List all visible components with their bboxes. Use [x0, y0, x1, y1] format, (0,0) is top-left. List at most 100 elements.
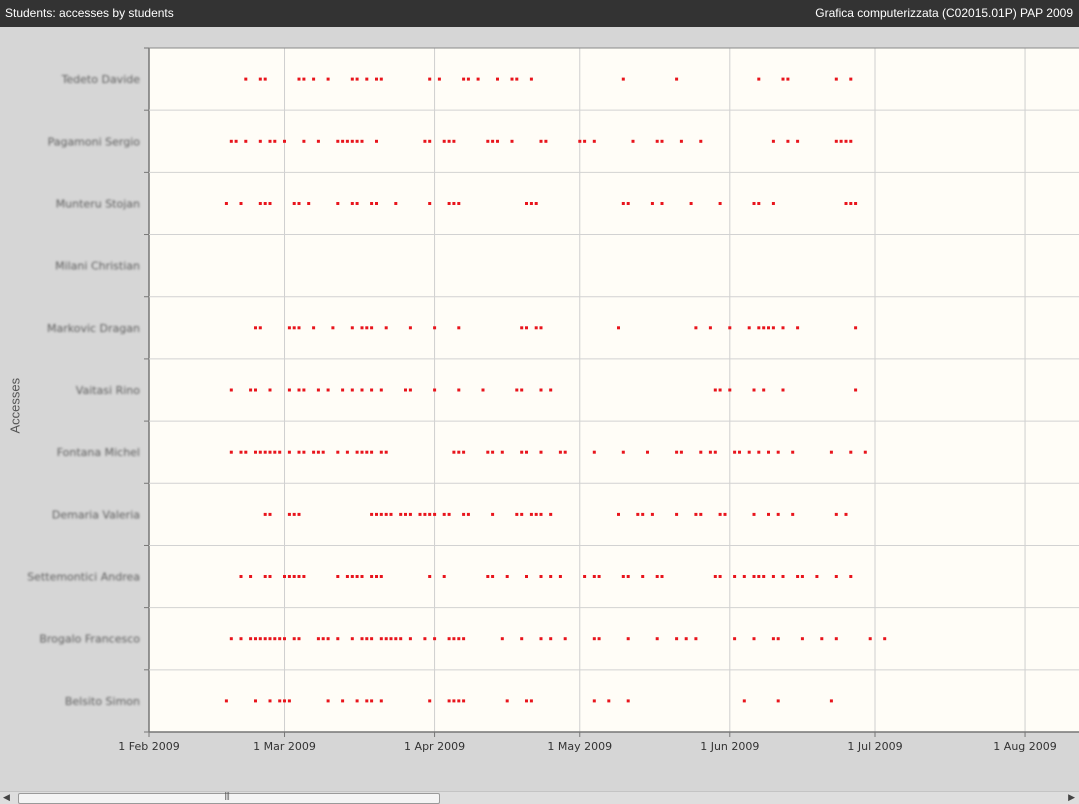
- access-point[interactable]: [263, 450, 267, 454]
- access-point[interactable]: [655, 139, 659, 143]
- access-point[interactable]: [379, 575, 383, 578]
- access-point[interactable]: [360, 575, 364, 578]
- access-point[interactable]: [752, 637, 756, 641]
- access-point[interactable]: [384, 512, 388, 516]
- access-point[interactable]: [500, 450, 504, 454]
- access-point[interactable]: [650, 202, 654, 205]
- access-point[interactable]: [757, 77, 761, 81]
- access-point[interactable]: [539, 637, 543, 641]
- access-point[interactable]: [829, 699, 833, 703]
- access-point[interactable]: [375, 202, 378, 205]
- access-point[interactable]: [229, 139, 233, 143]
- access-point[interactable]: [820, 637, 824, 641]
- access-point[interactable]: [505, 575, 509, 578]
- access-point[interactable]: [350, 139, 354, 143]
- access-point[interactable]: [350, 202, 354, 205]
- access-point[interactable]: [781, 388, 785, 392]
- access-point[interactable]: [326, 699, 330, 703]
- access-point[interactable]: [549, 575, 553, 578]
- access-point[interactable]: [224, 202, 228, 205]
- access-point[interactable]: [621, 77, 625, 81]
- access-point[interactable]: [767, 326, 770, 330]
- access-point[interactable]: [520, 388, 524, 392]
- access-point[interactable]: [699, 512, 703, 516]
- access-point[interactable]: [829, 450, 833, 454]
- access-point[interactable]: [747, 450, 751, 454]
- access-point[interactable]: [679, 139, 683, 143]
- access-point[interactable]: [312, 326, 316, 330]
- access-point[interactable]: [607, 699, 611, 703]
- access-point[interactable]: [370, 575, 374, 578]
- access-point[interactable]: [375, 512, 378, 516]
- access-point[interactable]: [796, 575, 800, 578]
- access-point[interactable]: [675, 450, 679, 454]
- access-point[interactable]: [365, 699, 369, 703]
- access-point[interactable]: [345, 450, 349, 454]
- access-point[interactable]: [336, 575, 340, 578]
- access-point[interactable]: [312, 77, 316, 81]
- access-point[interactable]: [757, 202, 761, 205]
- access-point[interactable]: [496, 77, 499, 81]
- access-point[interactable]: [621, 202, 625, 205]
- access-point[interactable]: [728, 326, 732, 330]
- access-point[interactable]: [244, 77, 248, 81]
- access-point[interactable]: [839, 139, 843, 143]
- access-point[interactable]: [370, 637, 374, 641]
- access-point[interactable]: [433, 512, 437, 516]
- access-point[interactable]: [515, 512, 519, 516]
- access-point[interactable]: [345, 575, 349, 578]
- access-point[interactable]: [297, 637, 301, 641]
- access-point[interactable]: [539, 326, 543, 330]
- access-point[interactable]: [268, 450, 272, 454]
- access-point[interactable]: [650, 512, 654, 516]
- access-point[interactable]: [466, 512, 470, 516]
- access-point[interactable]: [254, 450, 257, 454]
- access-point[interactable]: [447, 512, 451, 516]
- access-point[interactable]: [597, 575, 601, 578]
- access-point[interactable]: [278, 699, 282, 703]
- access-point[interactable]: [297, 512, 301, 516]
- access-point[interactable]: [283, 699, 286, 703]
- access-point[interactable]: [462, 450, 466, 454]
- access-point[interactable]: [370, 326, 374, 330]
- access-point[interactable]: [708, 450, 712, 454]
- access-point[interactable]: [868, 637, 872, 641]
- access-point[interactable]: [370, 512, 374, 516]
- access-point[interactable]: [408, 512, 412, 516]
- access-point[interactable]: [297, 388, 301, 392]
- access-point[interactable]: [268, 202, 272, 205]
- scroll-right-arrow-icon[interactable]: ▶: [1068, 793, 1075, 803]
- access-point[interactable]: [592, 699, 596, 703]
- access-point[interactable]: [844, 202, 848, 205]
- access-point[interactable]: [268, 637, 272, 641]
- access-point[interactable]: [539, 388, 543, 392]
- access-point[interactable]: [321, 637, 325, 641]
- access-point[interactable]: [525, 699, 528, 703]
- access-point[interactable]: [268, 139, 272, 143]
- access-point[interactable]: [549, 637, 553, 641]
- access-point[interactable]: [699, 450, 703, 454]
- access-point[interactable]: [849, 139, 853, 143]
- access-point[interactable]: [534, 326, 538, 330]
- access-point[interactable]: [442, 512, 446, 516]
- access-point[interactable]: [854, 202, 858, 205]
- access-point[interactable]: [408, 388, 412, 392]
- access-point[interactable]: [336, 450, 340, 454]
- access-point[interactable]: [263, 77, 267, 81]
- access-point[interactable]: [781, 575, 785, 578]
- access-point[interactable]: [224, 699, 228, 703]
- access-point[interactable]: [631, 139, 635, 143]
- access-point[interactable]: [360, 388, 364, 392]
- access-point[interactable]: [360, 450, 364, 454]
- access-point[interactable]: [854, 326, 858, 330]
- access-point[interactable]: [520, 326, 524, 330]
- access-point[interactable]: [781, 326, 785, 330]
- access-point[interactable]: [433, 326, 437, 330]
- access-point[interactable]: [341, 388, 345, 392]
- access-point[interactable]: [539, 575, 543, 578]
- access-point[interactable]: [287, 699, 291, 703]
- access-point[interactable]: [263, 575, 267, 578]
- access-point[interactable]: [239, 202, 243, 205]
- access-point[interactable]: [718, 388, 722, 392]
- access-point[interactable]: [297, 77, 301, 81]
